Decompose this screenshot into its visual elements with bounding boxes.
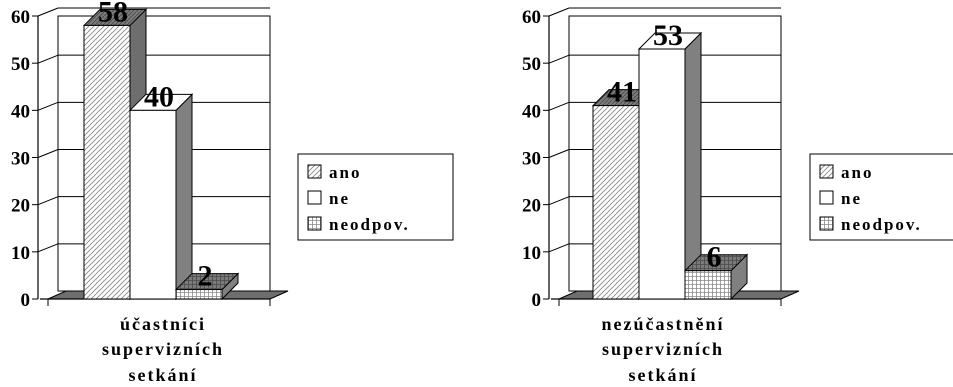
bar-ano [592,105,640,300]
gridline-diag [548,196,570,206]
legend-swatch-ano [307,164,322,179]
data-label-ano: 41 [607,76,637,109]
legend-box [297,153,454,241]
legend-box [809,153,953,241]
y-tick-label: 30 [522,149,541,170]
y-tick-label: 10 [11,243,30,264]
y-tick-label: 0 [21,290,31,311]
gridline-diag [37,243,59,253]
bar-neodpov [684,270,732,300]
y-tick-label: 60 [11,7,30,28]
gridline-diag [548,7,570,17]
data-label-ne: 40 [144,80,174,113]
y-tick-label: 60 [522,7,541,28]
data-label-neodpov: 2 [198,260,213,293]
legend-swatch-neodpov [819,216,834,231]
gridline-diag [548,54,570,64]
gridline-diag [37,101,59,111]
x-category-label: účastníci [120,314,206,334]
y-tick-label: 20 [11,196,30,217]
chart-ucastnici: 0 10 20 30 40 50 60 58 40 2 účastníci supervizních s… [11,0,454,385]
gridline-diag [37,149,59,158]
gridline-diag [37,54,59,64]
y-tick-label: 10 [522,243,541,264]
y-tick-label: 0 [532,290,542,311]
bar-ne [129,109,177,300]
legend-swatch-ano [819,164,834,179]
x-category-label: nezúčastnění [602,314,725,334]
legend-label-ne: ne [329,189,350,208]
legend-swatch-ne [307,190,322,205]
legend-swatch-ne [819,190,834,205]
y-tick-label: 50 [11,54,30,75]
bar-ne-side [175,93,193,301]
y-tick-label: 40 [522,101,541,122]
gridline-diag [548,243,570,253]
legend-label-ano: ano [841,163,873,182]
data-label-ne: 53 [653,19,683,52]
bar-neodpov [175,289,223,300]
x-category-label: setkání [628,365,697,385]
y-tick-label: 50 [522,54,541,75]
y-tick-label: 20 [522,196,541,217]
gridline-diag [548,149,570,158]
legend-label-neodpov: neodpov. [841,215,922,234]
legend-label-neodpov: neodpov. [329,215,410,234]
data-label-neodpov: 6 [707,241,722,274]
y-tick-label: 40 [11,101,30,122]
legend-label-ano: ano [329,163,361,182]
x-category-label: supervizních [602,339,724,359]
y-tick-label: 30 [11,149,30,170]
gridline-diag [37,196,59,206]
data-label-ano: 58 [98,0,128,28]
x-category-label: supervizních [102,339,224,359]
bar-ne [638,48,686,300]
chart-nezucastneni: 0 10 20 30 40 50 60 41 53 6 nezúčastnění supervizní… [522,7,953,385]
x-category-label: setkání [128,365,197,385]
bar-ano [83,24,131,300]
gridline-diag [548,101,570,111]
legend-swatch-neodpov [307,216,322,231]
legend-label-ne: ne [841,189,862,208]
gridline-diag [37,7,59,17]
